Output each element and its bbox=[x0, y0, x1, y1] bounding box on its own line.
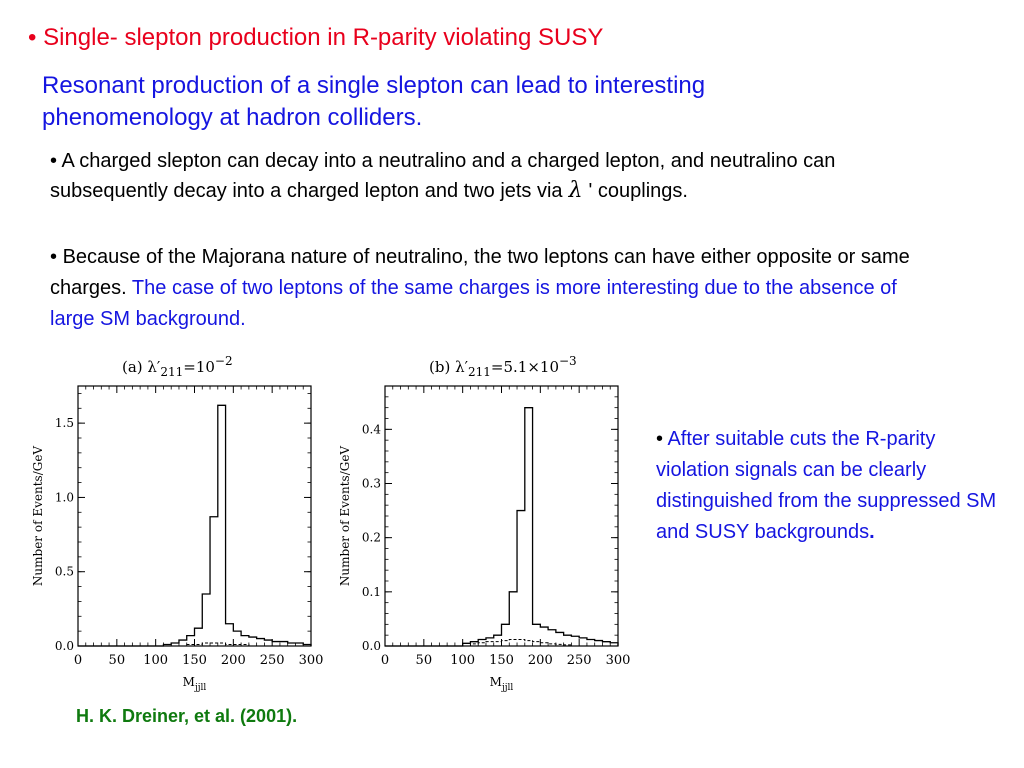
point2-highlight: The case of two leptons of the same char… bbox=[50, 277, 897, 330]
x-tick-label: 0 bbox=[381, 653, 389, 668]
point-majorana: • Because of the Majorana nature of neut… bbox=[50, 242, 910, 335]
side-note-text: After suitable cuts the R-parity violati… bbox=[656, 428, 997, 543]
y-axis-label: Number of Events/GeV bbox=[338, 446, 352, 587]
point1-text: A charged slepton can decay into a neutr… bbox=[50, 150, 836, 202]
heading-text: Single- slepton production in R-parity v… bbox=[43, 24, 604, 51]
y-axis-label: Number of Events/GeV bbox=[31, 446, 45, 587]
x-tick-label: 50 bbox=[416, 653, 433, 668]
heading-bullet: • bbox=[28, 24, 37, 51]
x-axis-label: Mjjll bbox=[490, 675, 514, 693]
plot-frame bbox=[384, 385, 619, 647]
y-tick-label: 0.1 bbox=[362, 585, 381, 599]
panel-title: (a) λ′211=10−2 bbox=[122, 354, 233, 379]
y-tick-label: 0.3 bbox=[362, 477, 381, 491]
x-tick-label: 150 bbox=[182, 653, 207, 668]
y-tick-label: 0.0 bbox=[362, 639, 381, 653]
x-tick-label: 300 bbox=[606, 653, 631, 668]
panel-title: (b) λ′211=5.1×10−3 bbox=[429, 354, 577, 379]
citation: H. K. Dreiner, et al. (2001). bbox=[76, 706, 298, 726]
background-histogram bbox=[78, 642, 311, 647]
x-tick-label: 100 bbox=[450, 653, 475, 668]
x-axis-label: Mjjll bbox=[183, 675, 207, 693]
side-note-bullet: • bbox=[656, 428, 664, 450]
side-note: • After suitable cuts the R-parity viola… bbox=[656, 424, 1001, 548]
y-tick-label: 1.0 bbox=[55, 490, 74, 504]
histogram-panel-b: (b) λ′211=5.1×10−3 0 50 100 150 200 250 300 0.0 0… bbox=[338, 354, 630, 693]
x-tick-label: 250 bbox=[567, 653, 592, 668]
point2-text: Because of the Majorana nature of neutra… bbox=[50, 246, 910, 299]
x-tick-label: 50 bbox=[109, 653, 126, 668]
y-tick-label: 0.4 bbox=[362, 422, 381, 436]
y-tick-label: 0.2 bbox=[362, 531, 381, 545]
x-tick-label: 200 bbox=[528, 653, 553, 668]
signal-histogram bbox=[385, 407, 619, 647]
x-tick-label: 300 bbox=[299, 653, 324, 668]
y-tick-label: 0.0 bbox=[55, 639, 74, 653]
background-histogram bbox=[385, 639, 618, 647]
histogram-panel-a: (a) λ′211=10−2 0 50 100 150 200 250 300 0.0 0.5 1.… bbox=[31, 354, 323, 693]
point1-text-after: ' couplings. bbox=[588, 180, 688, 202]
lambda-symbol: λ bbox=[568, 178, 583, 203]
x-tick-label: 0 bbox=[74, 653, 82, 668]
intro-paragraph: Resonant production of a single slepton … bbox=[42, 72, 706, 131]
side-note-end: . bbox=[869, 521, 875, 543]
x-tick-label: 150 bbox=[489, 653, 514, 668]
x-tick-label: 100 bbox=[143, 653, 168, 668]
signal-histogram bbox=[78, 404, 312, 647]
plot-frame bbox=[77, 385, 312, 647]
y-tick-label: 1.5 bbox=[55, 416, 74, 430]
histogram-figure: (a) λ′211=10−2 0 50 100 150 200 250 300 0.0 0.5 1.… bbox=[31, 354, 630, 693]
point2-bullet: • bbox=[50, 246, 58, 268]
x-tick-label: 250 bbox=[260, 653, 285, 668]
x-tick-label: 200 bbox=[221, 653, 246, 668]
point1-bullet: • bbox=[50, 150, 58, 172]
y-tick-label: 0.5 bbox=[55, 565, 74, 579]
point-slepton-decay: • A charged slepton can decay into a neu… bbox=[50, 146, 920, 206]
slide-heading: • Single- slepton production in R-parity… bbox=[28, 24, 603, 52]
